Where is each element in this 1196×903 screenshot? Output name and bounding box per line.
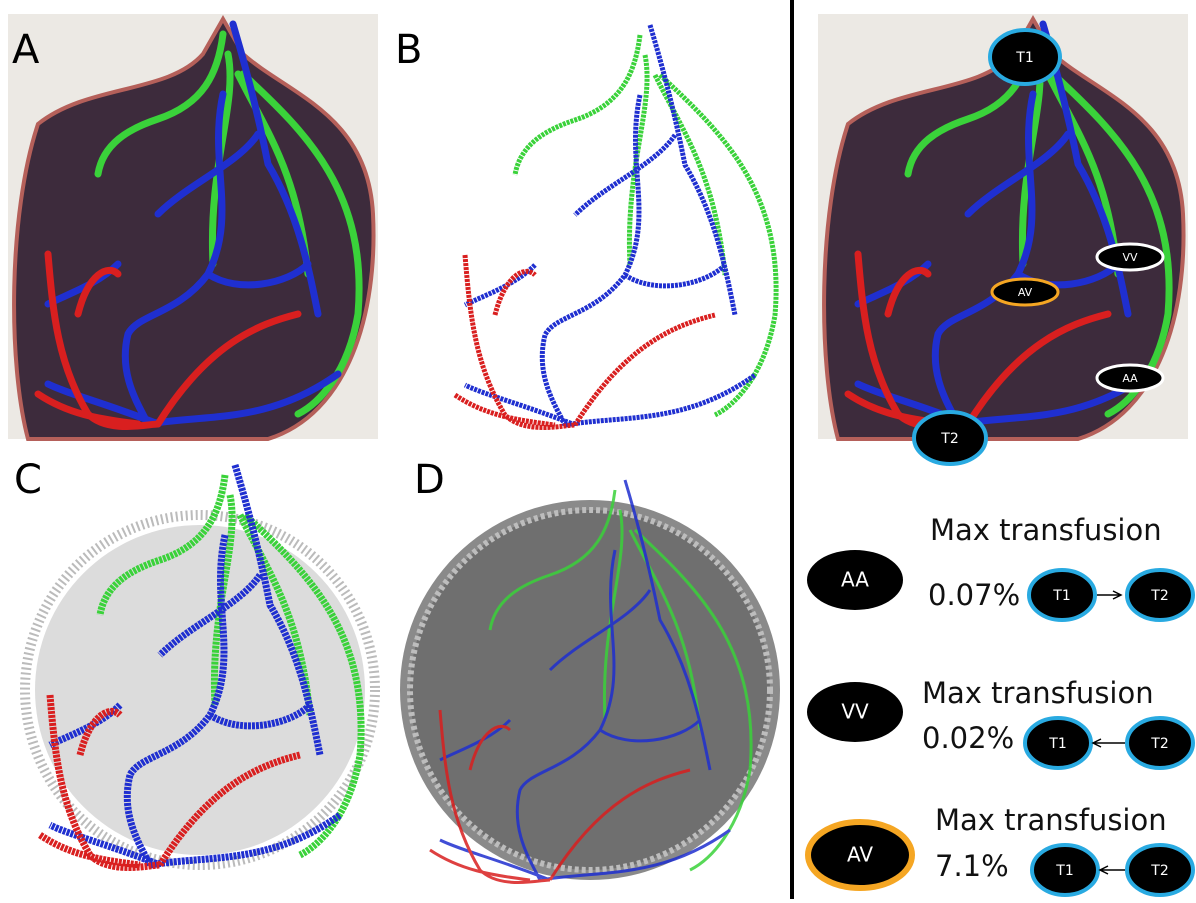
node-label: T1 <box>1055 863 1073 879</box>
legend-badge-label: AV <box>847 843 873 867</box>
node-label: T1 <box>1052 588 1070 604</box>
arrow <box>1097 591 1121 599</box>
legend-title: Max transfusion <box>930 513 1162 547</box>
arrow <box>1093 739 1125 747</box>
badge-label: AA <box>1122 372 1138 385</box>
legend-title: Max transfusion <box>935 803 1167 837</box>
legend-percent: 7.1% <box>935 849 1009 883</box>
node-label: T2 <box>1150 863 1168 879</box>
badge-label: T1 <box>1015 50 1033 66</box>
legend-title: Max transfusion <box>922 676 1154 710</box>
panel-label: A <box>12 27 40 73</box>
node-label: T2 <box>1150 736 1168 752</box>
legend-badge-label: VV <box>841 700 869 724</box>
badge-label: VV <box>1122 251 1138 264</box>
legend-percent: 0.07% <box>928 578 1020 612</box>
node-label: T1 <box>1048 736 1066 752</box>
panel-label: B <box>395 27 422 73</box>
badge-label: AV <box>1018 286 1033 299</box>
photo-a <box>8 14 378 439</box>
badge-label: T2 <box>940 431 958 447</box>
arrow <box>1100 866 1125 874</box>
panel-label: D <box>414 457 445 503</box>
panel-c <box>25 465 375 868</box>
node-label: T2 <box>1150 588 1168 604</box>
legend-badge-label: AA <box>841 568 869 592</box>
tree-b <box>455 25 776 428</box>
legend-percent: 0.02% <box>922 721 1014 755</box>
panel-label: C <box>14 457 42 503</box>
panel-d <box>400 480 780 883</box>
legend: AA Max transfusion 0.07% T1 T2 VV Max tr… <box>807 513 1193 895</box>
figure: A B C D T1 T2 VV AV AA AA Max transfusio… <box>0 0 1196 899</box>
